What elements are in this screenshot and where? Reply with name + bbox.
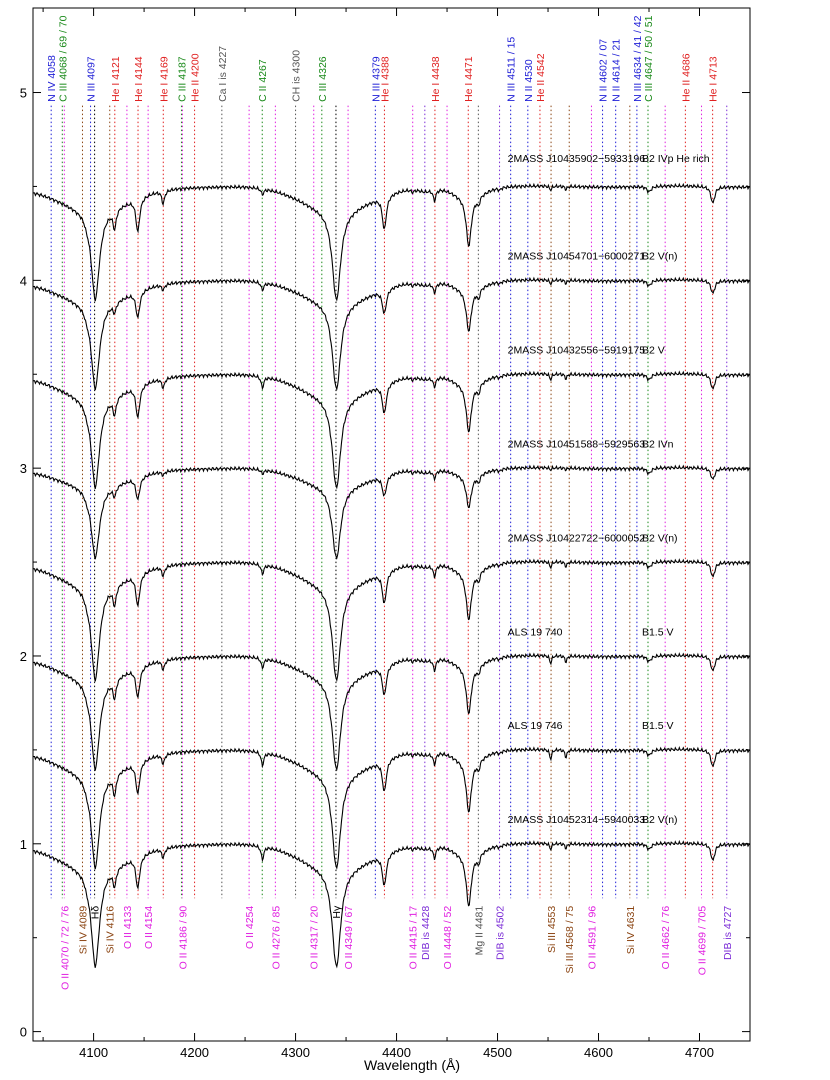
top-label-he-ii-4200: He II 4200 — [190, 53, 202, 102]
spectra — [32, 182, 750, 969]
y-tick-label: 2 — [20, 649, 27, 664]
bottom-label-o-ii-4070-72-76: O II 4070 / 72 / 76 — [59, 906, 71, 990]
x-tick-label: 4100 — [79, 1045, 108, 1060]
y-tick-label: 1 — [20, 837, 27, 852]
top-label-c-iii-4326: C III 4326 — [317, 56, 329, 102]
spectrum-5 — [32, 558, 750, 683]
star-sptype-1: B2 IVp He rich — [642, 153, 710, 165]
bottom-label-o-ii-4133: O II 4133 — [122, 906, 134, 949]
bottom-label-o-ii-4317-20: O II 4317 / 20 — [309, 906, 321, 970]
y-tick-label: 3 — [20, 461, 27, 476]
line-markers — [50, 105, 728, 899]
star-name-7: ALS 19 746 — [508, 720, 563, 732]
bottom-label-o-ii-4276-85: O II 4276 / 85 — [270, 906, 282, 970]
x-tick-label: 4600 — [584, 1045, 613, 1060]
spectrum-7 — [32, 745, 750, 870]
spectrum-8 — [32, 839, 750, 969]
bottom-label-si-iv-4631: Si IV 4631 — [625, 906, 637, 955]
star-name-1: 2MASS J10435902−5933196 — [508, 153, 646, 165]
top-label-c-iii-4647-50-51: C III 4647 / 50 / 51 — [643, 15, 655, 102]
top-label-n-ii-4614-21: N II 4614 / 21 — [611, 39, 623, 102]
top-label-c-iii-4187: C III 4187 — [176, 56, 188, 102]
top-label-he-ii-4686: He II 4686 — [680, 53, 692, 102]
bottom-label-o-ii-4448-52: O II 4448 / 52 — [442, 906, 454, 970]
bottom-label-h: Hγ — [331, 905, 343, 919]
top-label-he-i-4121: He I 4121 — [110, 56, 122, 102]
top-label-n-iii-4379: N III 4379 — [370, 56, 382, 102]
top-line-labels: N IV 4058 C III 4068 / 69 / 70 N III 4097 H… — [46, 15, 719, 102]
x-tick-label: 4200 — [180, 1045, 209, 1060]
bottom-label-si-iv-4116: Si IV 4116 — [105, 906, 117, 954]
bottom-label-o-ii-4699-705: O II 4699 / 705 — [697, 906, 709, 976]
x-tick-label: 4500 — [483, 1045, 512, 1060]
top-label-he-ii-4542: He II 4542 — [535, 53, 547, 102]
bottom-label-o-ii-4349-67: O II 4349 / 67 — [343, 906, 355, 970]
bottom-label-mg-ii-4481: Mg II 4481 — [473, 906, 485, 956]
y-tick-label: 5 — [20, 86, 27, 101]
bottom-label-dib-is-4428: DIB is 4428 — [420, 906, 432, 960]
bottom-label-o-ii-4662-76: O II 4662 / 76 — [660, 906, 672, 970]
top-label-n-iv-4058: N IV 4058 — [46, 55, 58, 102]
plot-frame — [32, 7, 751, 1042]
bottom-label-o-ii-4591-96: O II 4591 / 96 — [586, 906, 598, 970]
star-name-3: 2MASS J10432556−5919175 — [508, 345, 646, 357]
axes: 4100 4200 4300 4400 4500 4600 4700 0 1 2 3 4 5 — [20, 8, 751, 1060]
top-label-n-iii-4634-41-42: N III 4634 / 41 / 42 — [632, 15, 644, 102]
top-label-he-i-4388: He I 4388 — [379, 56, 391, 102]
top-label-c-iii-4068-69-70: C III 4068 / 69 / 70 — [57, 15, 69, 102]
bottom-label-o-ii-4415-17: O II 4415 / 17 — [408, 906, 420, 970]
spectrum-6 — [32, 652, 750, 772]
x-tick-label: 4300 — [281, 1045, 310, 1060]
top-label-he-i-4713: He I 4713 — [708, 56, 720, 102]
x-axis-label: Wavelength (Å) — [364, 1057, 460, 1073]
bottom-label-h: Hδ — [90, 906, 102, 920]
bottom-label-dib-is-4727: DIB is 4727 — [722, 906, 734, 960]
top-label-c-ii-4267: C II 4267 — [257, 59, 269, 102]
star-name-4: 2MASS J10451588−5929563 — [508, 438, 646, 450]
bottom-label-si-iii-4568-75: Si III 4568 / 75 — [564, 906, 576, 974]
y-tick-label: 0 — [20, 1025, 27, 1040]
top-label-n-ii-4530: N II 4530 — [523, 59, 535, 102]
bottom-label-o-ii-4254: O II 4254 — [244, 906, 256, 949]
bottom-line-labels: O II 4070 / 72 / 76 Si IV 4089 Hδ Si IV 411… — [59, 905, 733, 990]
star-name-8: 2MASS J10452314−5940033 — [508, 814, 646, 826]
top-label-he-i-4144: He I 4144 — [133, 56, 145, 102]
star-name-5: 2MASS J10422722−6000052 — [508, 532, 646, 544]
bottom-label-o-ii-4186-90: O II 4186 / 90 — [177, 906, 189, 970]
spectrum-1 — [32, 182, 750, 302]
spectrum-3 — [32, 370, 750, 490]
bottom-label-dib-is-4502: DIB is 4502 — [495, 906, 507, 960]
bottom-label-o-ii-4154: O II 4154 — [143, 906, 155, 949]
top-label-ch-is-4300: CH is 4300 — [291, 50, 303, 102]
star-sptype-6: B1.5 V — [642, 626, 674, 638]
y-tick-label: 4 — [20, 273, 27, 288]
star-sptype-5: B2 V(n) — [642, 532, 678, 544]
top-label-n-ii-4602-07: N II 4602 / 07 — [598, 39, 610, 102]
top-label-n-iii-4511-15: N III 4511 / 15 — [506, 37, 518, 102]
star-sptype-2: B2 V(n) — [642, 251, 678, 263]
star-sptype-3: B2 V — [642, 345, 665, 357]
bottom-label-si-iv-4089: Si IV 4089 — [77, 906, 89, 955]
spectrum-2 — [32, 276, 750, 391]
bottom-label-si-iii-4553: Si III 4553 — [546, 906, 558, 953]
x-tick-label: 4700 — [685, 1045, 714, 1060]
star-sptype-4: B2 IVn — [642, 438, 674, 450]
spectrum-4 — [32, 464, 750, 560]
top-label-he-i-4169: He I 4169 — [158, 56, 170, 102]
top-label-ca-i-is-4227: Ca I is 4227 — [217, 46, 229, 102]
star-name-2: 2MASS J10454701−6000271 — [508, 251, 646, 263]
star-name-6: ALS 19 740 — [508, 626, 563, 638]
top-label-he-i-4471: He I 4471 — [463, 56, 475, 102]
top-label-n-iii-4097: N III 4097 — [86, 56, 98, 102]
top-label-he-i-4438: He I 4438 — [430, 56, 442, 102]
x-tick-label: 4400 — [382, 1045, 411, 1060]
star-sptype-8: B2 V(n) — [642, 814, 678, 826]
star-sptype-7: B1.5 V — [642, 720, 674, 732]
